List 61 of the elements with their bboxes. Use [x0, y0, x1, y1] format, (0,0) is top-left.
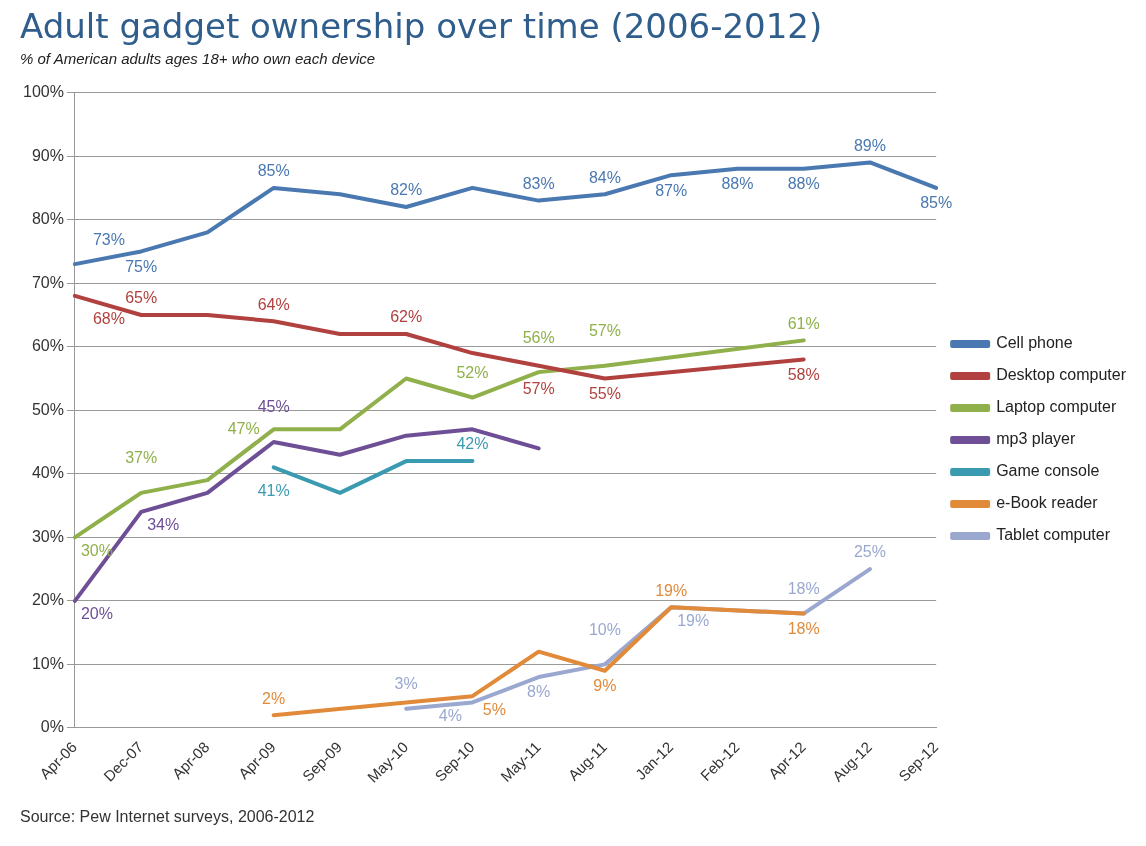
data-label: 20%: [80, 605, 113, 623]
data-label: 34%: [147, 516, 180, 534]
y-tick-label: 60%: [31, 337, 64, 355]
y-tick-label: 90%: [31, 146, 64, 164]
chart-subtitle: % of American adults ages 18+ who own each device: [20, 50, 376, 67]
data-label: 47%: [227, 419, 260, 437]
data-label: 55%: [588, 384, 621, 402]
legend-label: e-Book reader: [996, 494, 1099, 512]
data-label: 65%: [125, 289, 158, 307]
y-tick-label: 30%: [31, 527, 64, 545]
data-label: 5%: [482, 700, 506, 718]
y-tick-label: 80%: [31, 210, 64, 228]
data-label: 58%: [787, 365, 820, 383]
data-label: 84%: [588, 168, 621, 186]
data-label: 68%: [92, 310, 125, 328]
data-label: 41%: [257, 481, 290, 499]
data-label: 57%: [588, 322, 621, 340]
data-label: 87%: [655, 181, 688, 199]
legend-label: Game console: [996, 462, 1100, 480]
y-tick-label: 40%: [31, 464, 64, 482]
data-label: 25%: [853, 543, 886, 561]
data-label: 82%: [390, 181, 423, 199]
source-note: Source: Pew Internet surveys, 2006-2012: [20, 808, 315, 826]
data-label: 42%: [456, 435, 489, 453]
data-label: 4%: [438, 706, 462, 724]
legend-label: Tablet computer: [996, 526, 1111, 544]
data-label: 75%: [125, 257, 158, 275]
data-label: 19%: [677, 611, 710, 629]
data-label: 88%: [721, 175, 754, 193]
legend-label: mp3 player: [996, 430, 1076, 448]
data-label: 9%: [593, 677, 617, 695]
data-label: 56%: [522, 328, 555, 346]
data-label: 8%: [527, 683, 551, 701]
data-label: 85%: [257, 162, 290, 180]
y-tick-label: 50%: [31, 400, 64, 418]
data-label: 57%: [522, 380, 555, 398]
y-tick-label: 70%: [31, 273, 64, 291]
legend-label: Desktop computer: [996, 366, 1127, 384]
data-label: 37%: [125, 449, 158, 467]
data-label: 19%: [655, 581, 688, 599]
data-label: 62%: [390, 308, 423, 326]
y-tick-label: 20%: [31, 591, 64, 609]
legend-label: Cell phone: [996, 334, 1073, 352]
y-tick-label: 100%: [23, 83, 64, 101]
data-label: 61%: [787, 314, 820, 332]
data-label: 18%: [787, 579, 820, 597]
data-label: 3%: [394, 675, 418, 693]
data-label: 52%: [456, 363, 489, 381]
data-label: 89%: [853, 136, 886, 154]
data-label: 18%: [787, 619, 820, 637]
y-tick-label: 10%: [31, 654, 64, 672]
y-tick-label: 0%: [40, 718, 64, 736]
data-label: 88%: [787, 175, 820, 193]
data-label: 85%: [920, 194, 953, 212]
data-label: 64%: [257, 295, 290, 313]
data-label: 10%: [588, 620, 621, 638]
data-label: 73%: [92, 230, 125, 248]
legend-label: Laptop computer: [996, 398, 1117, 416]
chart-title: Adult gadget ownership over time (2006-2012): [20, 6, 823, 46]
data-label: 2%: [262, 689, 286, 707]
data-label: 83%: [522, 175, 555, 193]
